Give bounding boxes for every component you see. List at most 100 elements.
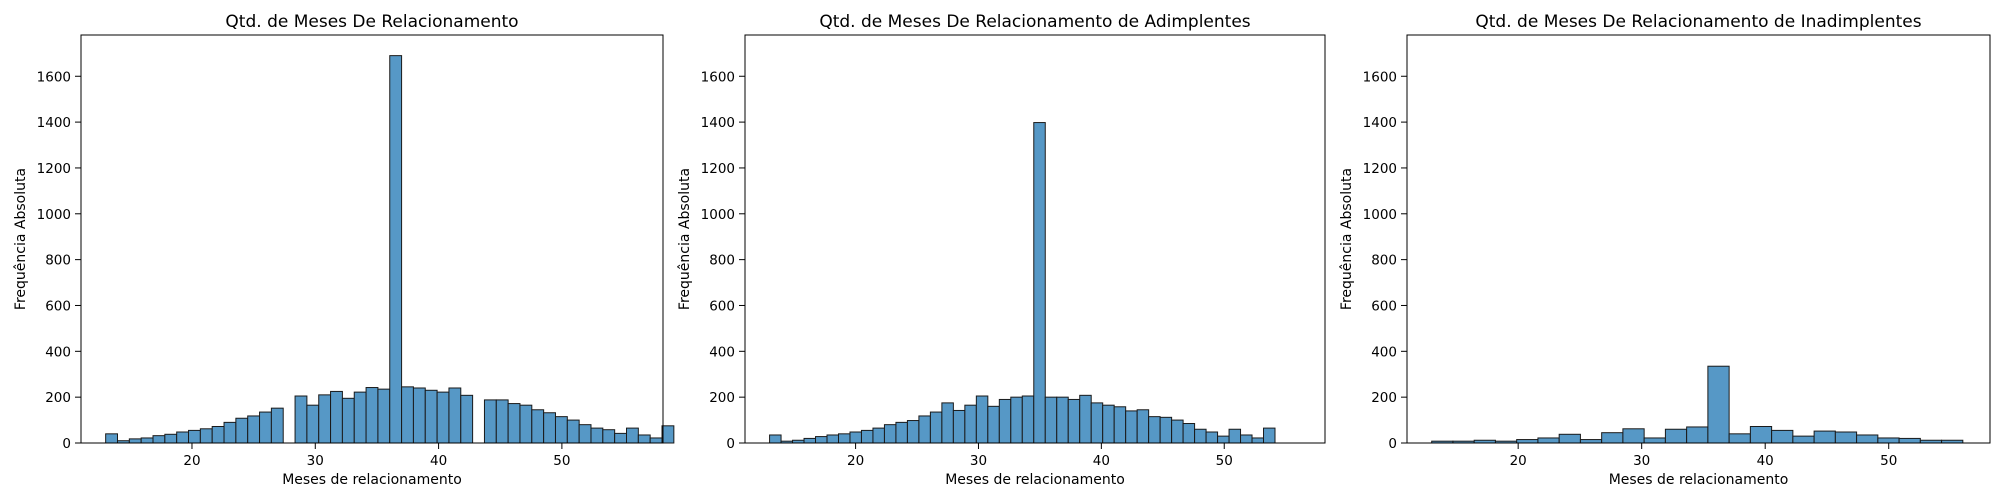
histogram-bar [152,435,166,444]
histogram-bar [330,390,343,444]
histogram-bar [1125,410,1138,444]
histogram-bar [306,404,320,444]
histogram-bar [941,402,954,444]
y-tick-label: 1200 [1363,161,1397,177]
histogram-bar [1090,402,1104,444]
x-tick-label: 20 [183,453,200,469]
histogram-bar [1010,396,1023,444]
histogram-bar [918,415,931,444]
y-tick-label: 600 [709,298,735,314]
histogram-bar [1622,428,1645,444]
histogram-bar [849,431,862,444]
histogram-bar [1728,433,1751,444]
x-tick-label: 30 [307,453,324,469]
histogram-bar [637,434,651,444]
histogram-bar [389,55,403,444]
histogram-bar [1834,431,1858,444]
x-axis-label: Meses de relacionamento [282,472,462,488]
histogram-bar [495,399,509,444]
x-axis-label: Meses de relacionamento [945,472,1125,488]
y-tick-label: 400 [709,344,735,360]
histogram-bar [164,433,178,444]
x-tick-label: 50 [1216,453,1233,469]
chart-title: Qtd. de Meses De Relacionamento [225,12,518,32]
histogram-bar [769,434,782,444]
y-tick-label: 600 [45,298,71,314]
histogram-bar [578,424,592,444]
histogram-bar [590,427,604,444]
histogram-bar [1579,439,1603,444]
histogram-bar [1217,435,1230,444]
histogram-bar [235,417,249,444]
axes-frame [744,34,1326,444]
x-axis-label: Meses de relacionamento [1609,472,1789,488]
histogram-bar [424,389,438,444]
histogram-bar [105,433,118,444]
x-tick-label: 40 [1093,453,1110,469]
histogram-bar [1664,428,1688,444]
histogram-bar [128,438,142,444]
histogram-bar [401,386,414,444]
chart-title: Qtd. de Meses De Relacionamento de Inadi… [1475,12,1921,32]
y-tick-label: 1000 [701,207,735,223]
y-tick-label: 400 [1371,344,1397,360]
histogram-bar [1171,419,1184,444]
y-tick-label: 1400 [37,115,71,131]
histogram-bar [815,436,828,444]
histogram-bar [1707,365,1730,444]
histogram-bar [1079,394,1092,444]
histogram-bar [1102,404,1115,444]
y-tick-label: 200 [45,390,71,406]
y-tick-label: 800 [1371,253,1397,269]
histogram-bar [1228,428,1242,444]
histogram-bar [1537,437,1560,444]
histogram-bar [1601,432,1624,444]
histogram-bar [140,437,154,444]
histogram-bar [1749,425,1773,444]
histogram-bar [1182,423,1196,444]
y-tick-label: 800 [45,253,71,269]
histogram-bar [975,395,989,444]
histogram-bar [1194,428,1207,444]
histogram-bar [964,404,977,444]
histogram-bar [259,411,272,444]
histogram-bar [1205,431,1219,444]
y-tick-label: 1400 [701,115,735,131]
y-tick-label: 0 [62,436,71,452]
y-tick-label: 1400 [1363,115,1397,131]
histogram-bar [223,421,237,444]
histogram-bar [1067,398,1081,444]
histogram-bar [837,433,851,444]
histogram-bar [1240,434,1253,444]
histogram-bar [1558,433,1581,444]
y-tick-label: 200 [709,390,735,406]
histogram-bar [872,427,885,444]
y-tick-label: 1200 [37,161,71,177]
histogram-bar [353,391,367,444]
histogram-bar [294,395,308,444]
x-tick-label: 40 [1757,453,1774,469]
y-tick-label: 1000 [37,207,71,223]
y-axis-label: Frequência Absoluta [1339,168,1355,310]
histogram-bar [614,432,628,444]
x-tick-label: 50 [553,453,570,469]
histogram-bar [507,403,521,444]
histogram-bar [448,387,462,444]
histogram-bar [626,427,639,444]
histogram-bar [1898,437,1921,444]
histogram-bar [436,391,450,444]
x-tick-label: 30 [1633,453,1650,469]
histogram-bar [199,428,213,444]
histogram-bar [211,425,225,444]
histogram-bar [247,415,261,444]
histogram-bar [519,404,533,444]
histogram-bar [543,412,556,444]
y-tick-label: 800 [709,253,735,269]
histogram-bar [1813,430,1836,444]
histogram-bar [906,420,920,444]
chart-title: Qtd. de Meses De Relacionamento de Adimp… [819,12,1250,32]
histogram-bar [483,399,497,444]
histogram-bar [566,419,580,444]
axes-frame [1406,34,1991,444]
